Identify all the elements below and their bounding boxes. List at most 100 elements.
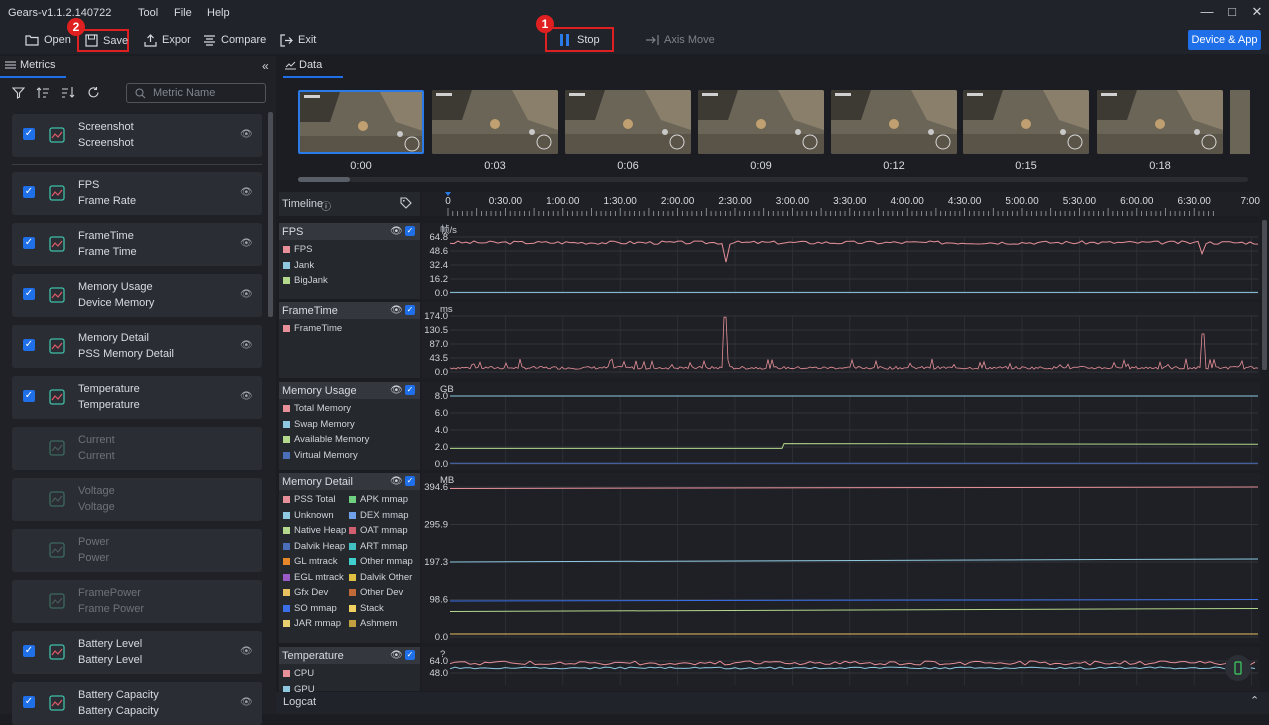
eye-icon[interactable]: 👁	[390, 650, 403, 661]
panel-checkbox[interactable]: ✓	[405, 650, 415, 660]
export-button[interactable]: Expor	[143, 30, 191, 50]
legend-item[interactable]: GL mtrack	[283, 556, 337, 567]
metric-card[interactable]: ✓ Battery Capacity Battery Capacity 👁	[12, 682, 262, 725]
legend-item[interactable]: Available Memory	[283, 434, 369, 445]
metric-card[interactable]: ✓ FPS Frame Rate 👁	[12, 172, 262, 215]
refresh-icon[interactable]	[87, 86, 100, 102]
tag-icon[interactable]	[400, 197, 412, 212]
memory_usage-chart[interactable]: GB 8.0 6.0 4.0 2.0 0.0	[422, 382, 1260, 470]
metric-checkbox[interactable]: ✓	[23, 186, 35, 198]
memory_detail-chart[interactable]: MB 394.6 295.9 197.3 98.6 0.0	[422, 473, 1260, 643]
eye-icon[interactable]: 👁	[240, 340, 253, 351]
metrics-scrollbar[interactable]	[268, 112, 273, 317]
thumbnail-scrollbar[interactable]	[298, 177, 350, 182]
eye-icon[interactable]: 👁	[390, 476, 403, 487]
metric-card[interactable]: ✓ Screenshot Screenshot 👁	[12, 114, 262, 157]
legend-item[interactable]: JAR mmap	[283, 618, 341, 629]
screenshot-thumbnail[interactable]	[831, 90, 957, 154]
metric-card[interactable]: Current Current	[12, 427, 262, 470]
screenshot-thumbnail-partial[interactable]	[1230, 90, 1250, 154]
panel-checkbox[interactable]: ✓	[405, 305, 415, 315]
save-button[interactable]: Save	[77, 29, 129, 52]
sort-ascending-icon[interactable]	[36, 86, 50, 102]
panel-checkbox[interactable]: ✓	[405, 226, 415, 236]
open-button[interactable]: Open	[25, 30, 71, 50]
maximize-icon[interactable]: □	[1228, 4, 1236, 19]
metric-checkbox[interactable]: ✓	[23, 128, 35, 140]
legend-item[interactable]: BigJank	[283, 275, 328, 286]
legend-item[interactable]: Jank	[283, 260, 314, 271]
legend-item[interactable]: Gfx Dev	[283, 587, 328, 598]
device-status-button[interactable]	[1225, 655, 1251, 681]
legend-item[interactable]: Total Memory	[283, 403, 351, 414]
legend-item[interactable]: APK mmap	[349, 494, 408, 505]
timeline-ruler[interactable]: 0 0:30.00 1:00.00 1:30.00 2:00.00 2:30.00 3:00…	[422, 192, 1263, 216]
eye-icon[interactable]: 👁	[240, 238, 253, 249]
eye-icon[interactable]: 👁	[390, 226, 403, 237]
legend-item[interactable]: Unknown	[283, 510, 334, 521]
menu-help[interactable]: Help	[207, 7, 230, 19]
metric-card[interactable]: ✓ FrameTime Frame Time 👁	[12, 223, 262, 266]
metric-card[interactable]: Power Power	[12, 529, 262, 572]
metric-checkbox[interactable]: ✓	[23, 288, 35, 300]
legend-item[interactable]: Virtual Memory	[283, 450, 358, 461]
metric-card[interactable]: ✓ Memory Detail PSS Memory Detail 👁	[12, 325, 262, 368]
menu-tool[interactable]: Tool	[138, 7, 159, 19]
screenshot-thumbnail[interactable]	[1097, 90, 1223, 154]
legend-item[interactable]: OAT mmap	[349, 525, 408, 536]
metric-checkbox[interactable]: ✓	[23, 645, 35, 657]
eye-icon[interactable]: 👁	[240, 187, 253, 198]
legend-item[interactable]: DEX mmap	[349, 510, 409, 521]
sort-descending-icon[interactable]	[61, 86, 75, 102]
metric-card[interactable]: ✓ Memory Usage Device Memory 👁	[12, 274, 262, 317]
metric-checkbox[interactable]: ✓	[23, 696, 35, 708]
screenshot-thumbnail[interactable]	[698, 90, 824, 154]
charts-scrollbar[interactable]	[1262, 220, 1267, 370]
exit-button[interactable]: Exit	[279, 30, 316, 50]
legend-item[interactable]: Swap Memory	[283, 419, 355, 430]
temperature-chart[interactable]: ? 64.0 48.0	[422, 647, 1260, 691]
thumbnail-scroll-track[interactable]	[298, 177, 1248, 182]
legend-item[interactable]: FPS	[283, 244, 312, 255]
metric-card[interactable]: FramePower Frame Power	[12, 580, 262, 623]
legend-item[interactable]: Stack	[349, 603, 384, 614]
legend-item[interactable]: GPU	[283, 684, 315, 695]
metric-card[interactable]: Voltage Voltage	[12, 478, 262, 521]
metric-card[interactable]: ✓ Temperature Temperature 👁	[12, 376, 262, 419]
metric-checkbox[interactable]: ✓	[23, 237, 35, 249]
legend-item[interactable]: Ashmem	[349, 618, 397, 629]
fps-chart[interactable]: 帧/s 64.8 48.6 32.4 16.2 0.0	[422, 223, 1260, 299]
panel-checkbox[interactable]: ✓	[405, 476, 415, 486]
eye-icon[interactable]: 👁	[240, 646, 253, 657]
legend-item[interactable]: Dalvik Other	[349, 572, 412, 583]
menu-file[interactable]: File	[174, 7, 192, 19]
eye-icon[interactable]: 👁	[240, 391, 253, 402]
legend-item[interactable]: FrameTime	[283, 323, 342, 334]
panel-checkbox[interactable]: ✓	[405, 385, 415, 395]
frametime-chart[interactable]: ms 174.0 130.5 87.0 43.5 0.0	[422, 302, 1260, 378]
screenshot-thumbnail[interactable]	[298, 90, 424, 154]
eye-icon[interactable]: 👁	[390, 305, 403, 316]
metric-search-input[interactable]: Metric Name	[126, 83, 266, 103]
stop-button[interactable]: Stop	[545, 27, 614, 52]
metric-checkbox[interactable]: ✓	[23, 339, 35, 351]
device-app-button[interactable]: Device & App	[1188, 30, 1261, 50]
legend-item[interactable]: Other mmap	[349, 556, 413, 567]
legend-item[interactable]: CPU	[283, 668, 314, 679]
tab-metrics[interactable]: Metrics	[0, 56, 66, 78]
metric-card[interactable]: ✓ Battery Level Battery Level 👁	[12, 631, 262, 674]
tab-data[interactable]: Data	[283, 56, 343, 78]
filter-icon[interactable]	[11, 86, 26, 102]
axis-move-button[interactable]: Axis Move	[645, 30, 715, 50]
info-icon[interactable]: ⓘ	[321, 202, 331, 213]
screenshot-thumbnail[interactable]	[963, 90, 1089, 154]
eye-icon[interactable]: 👁	[390, 385, 403, 396]
legend-item[interactable]: ART mmap	[349, 541, 408, 552]
logcat-bar[interactable]: Logcat ⌃	[276, 692, 1269, 714]
minimize-icon[interactable]: —	[1200, 4, 1214, 19]
legend-item[interactable]: Native Heap	[283, 525, 346, 536]
expand-up-icon[interactable]: ⌃	[1250, 695, 1260, 707]
legend-item[interactable]: Other Dev	[349, 587, 403, 598]
collapse-panel-icon[interactable]: «	[262, 59, 269, 73]
screenshot-thumbnail[interactable]	[565, 90, 691, 154]
